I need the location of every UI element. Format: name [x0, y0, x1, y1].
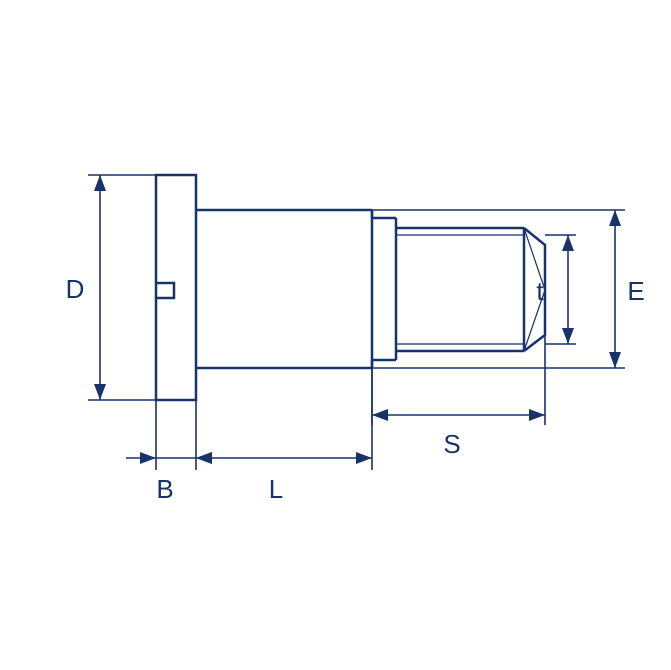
shoulder-screw-diagram: Dt E B L S: [0, 0, 671, 670]
dim-label-E: E: [627, 276, 644, 306]
dim-label-t: t: [536, 276, 544, 306]
dim-label-L: L: [269, 474, 283, 504]
dim-label-D: D: [66, 274, 85, 304]
dim-label-B: B: [156, 474, 173, 504]
dim-label-S: S: [443, 429, 460, 459]
